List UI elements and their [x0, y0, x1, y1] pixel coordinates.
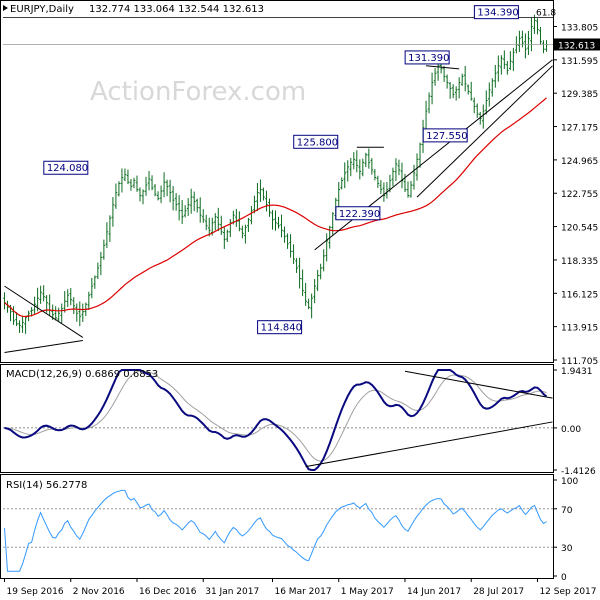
x-tick-label: 1 May 2017 — [341, 587, 394, 597]
price-label-text: 125.800 — [297, 137, 338, 148]
x-tick-label: 28 Jul 2017 — [473, 587, 524, 597]
price-panel — [0, 0, 554, 363]
price-label-text: 122.390 — [339, 209, 380, 220]
price-tick-label: 116.125 — [561, 290, 598, 300]
moving-average-line — [4, 97, 547, 318]
channel-upper-trendline — [4, 285, 84, 338]
x-tick-label: 19 Sep 2016 — [7, 587, 64, 597]
price-tick-label: 131.595 — [561, 57, 598, 67]
rsi-line — [4, 489, 547, 572]
macd-title: MACD(12,26,9) 0.6869 0.6853 — [6, 369, 158, 380]
x-tick-label: 2 Nov 2016 — [73, 587, 125, 597]
price-label-text: 114.840 — [261, 323, 302, 334]
x-tick-label: 16 Mar 2017 — [274, 587, 331, 597]
price-label-box — [257, 320, 303, 335]
macd-line — [4, 369, 548, 471]
price-tick-label: 111.705 — [561, 357, 598, 367]
price-label-text: 127.550 — [426, 131, 467, 142]
macd-tick-label: 0.00 — [561, 425, 581, 435]
price-tick-label: 118.335 — [561, 257, 598, 267]
rsi-tick-label: 30 — [561, 544, 573, 554]
resistance-131-line — [426, 65, 460, 70]
channel-lower-trendline — [4, 339, 83, 354]
macd-tick-label: -1.4126 — [561, 467, 596, 477]
x-tick-label: 16 Dec 2016 — [139, 587, 197, 597]
price-label-box — [404, 50, 450, 65]
x-tick-label: 14 Jun 2017 — [407, 587, 461, 597]
macd-tick-label: 1.9431 — [561, 367, 593, 377]
macd-resistance-trendline — [404, 370, 553, 399]
retracement-level-label: 61.8 — [536, 9, 556, 19]
price-tick-label: 127.175 — [561, 124, 598, 134]
price-tick-label: 133.805 — [561, 23, 598, 33]
price-label-text: 124.080 — [47, 163, 88, 174]
inner-support-trendline — [416, 65, 553, 198]
watermark: ActionForex.com — [90, 77, 306, 107]
price-tick-label: 120.545 — [561, 224, 598, 234]
price-tick-label: 113.915 — [561, 324, 598, 334]
x-tick-label: 12 Sep 2017 — [539, 587, 596, 597]
rsi-tick-label: 100 — [561, 477, 578, 487]
symbol-timeframe: EURJPY,Daily — [10, 4, 74, 15]
current-price-label: 132.613 — [558, 41, 595, 51]
macd-support-trendline — [305, 421, 553, 468]
price-label-box — [293, 134, 339, 149]
price-tick-label: 122.755 — [561, 190, 598, 200]
rsi-tick-label: 0 — [561, 573, 567, 583]
price-tick-label: 129.385 — [561, 90, 598, 100]
price-tick-label: 124.965 — [561, 157, 598, 167]
price-label-box — [335, 206, 381, 221]
price-label-text: 131.390 — [408, 53, 449, 64]
price-label-text: 134.390 — [477, 8, 518, 19]
rsi-tick-label: 70 — [561, 506, 573, 516]
x-tick-label: 31 Jan 2017 — [205, 587, 259, 597]
ohlc-readout: 132.774 133.064 132.544 132.613 — [89, 4, 264, 15]
price-label-box — [473, 5, 519, 20]
price-label-box — [43, 160, 89, 175]
current-price-box — [554, 38, 600, 51]
macd-panel — [0, 364, 554, 473]
price-label-box — [422, 128, 468, 143]
rsi-panel — [0, 474, 554, 579]
symbol-marker-icon — [3, 5, 8, 11]
rsi-title: RSI(14) 56.2778 — [6, 480, 87, 491]
